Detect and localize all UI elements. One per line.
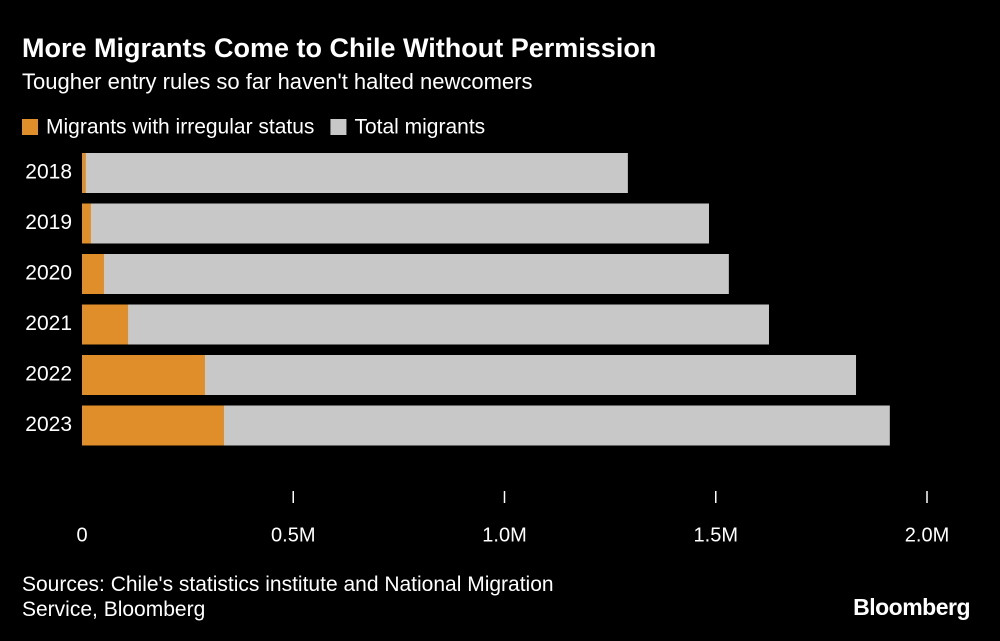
chart-subtitle: Tougher entry rules so far haven't halte… [22, 69, 532, 94]
legend-swatch [330, 119, 347, 135]
y-tick-label: 2018 [25, 161, 72, 184]
chart-title: More Migrants Come to Chile Without Perm… [22, 33, 656, 63]
legend-label: Total migrants [354, 116, 485, 139]
x-tick-label: 0.5M [271, 524, 315, 546]
x-tick-label: 0 [76, 524, 87, 546]
y-tick-label: 2022 [25, 363, 72, 386]
legend-swatch [22, 119, 38, 135]
y-tick-label: 2019 [25, 211, 72, 234]
bar [82, 304, 769, 345]
bar [82, 405, 224, 446]
x-tick-label: 1.5M [694, 524, 738, 546]
bar [82, 203, 91, 244]
bar [82, 254, 104, 294]
bar [82, 153, 86, 193]
legend-label: Migrants with irregular status [46, 116, 314, 139]
x-tick-label: 1.0M [482, 524, 526, 546]
bar [82, 254, 729, 294]
x-tick-label: 2.0M [905, 524, 949, 546]
logo: Bloomberg [853, 594, 970, 620]
source-note: Sources: Chile's statistics institute an… [22, 573, 554, 621]
y-tick-label: 2021 [25, 312, 72, 335]
bar [82, 203, 709, 244]
y-tick-label: 2023 [25, 413, 72, 436]
bar [82, 355, 857, 395]
bar [82, 355, 205, 395]
bar [82, 304, 129, 345]
bar [82, 153, 628, 193]
y-tick-label: 2020 [25, 262, 72, 285]
